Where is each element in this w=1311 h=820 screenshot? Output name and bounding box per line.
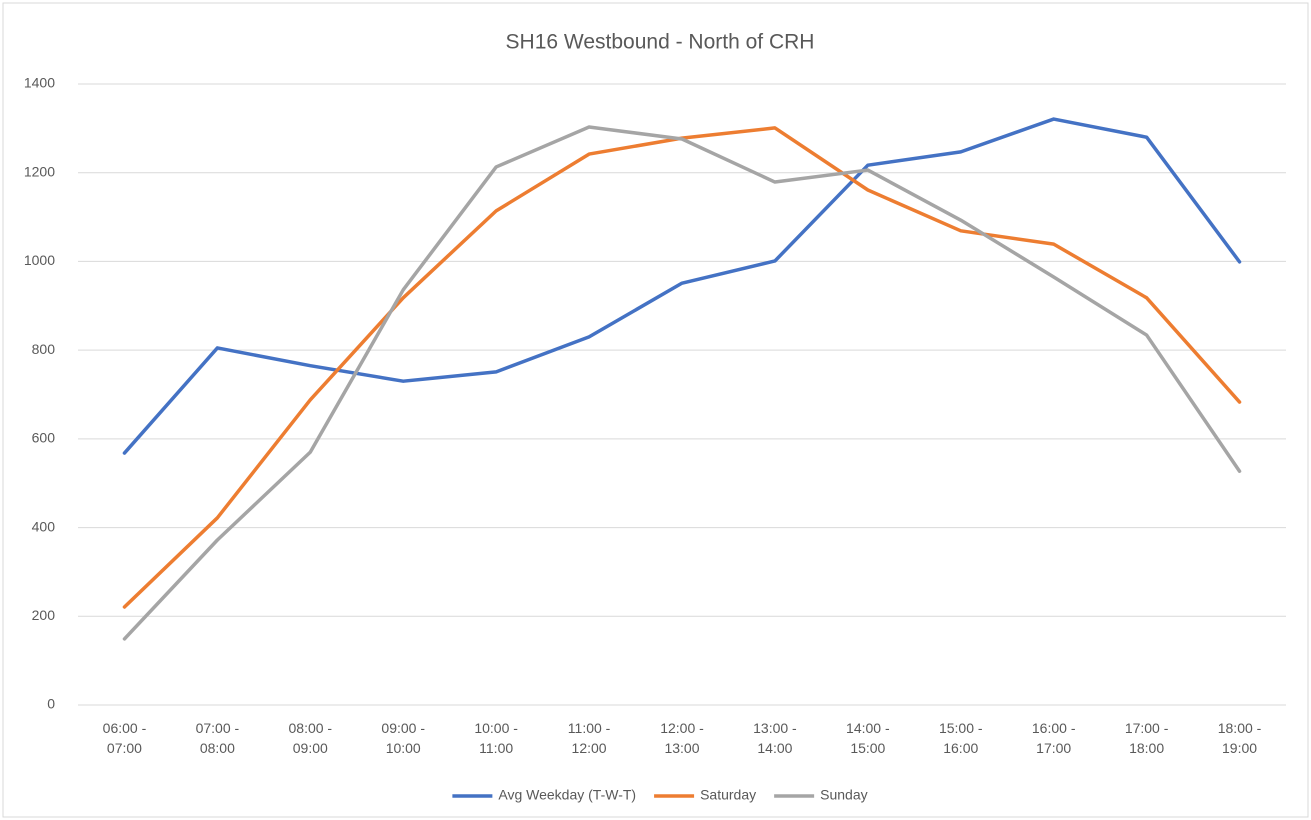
y-tick-label: 1400 (24, 75, 55, 91)
series-line (122, 125, 1242, 641)
legend-label: Avg Weekday (T-W-T) (498, 787, 636, 803)
x-tick-label: 11:00 - 12:00 (567, 720, 611, 756)
x-tick-label: 09:00 - 10:00 (381, 720, 426, 756)
y-tick-label: 400 (32, 518, 56, 534)
x-tick-label: 16:00 - 17:00 (1031, 720, 1076, 756)
y-tick-label: 600 (32, 430, 56, 446)
chart-title: SH16 Westbound - North of CRH (506, 31, 815, 54)
series-line (122, 117, 1242, 455)
x-tick-label: 15:00 - 16:00 (938, 720, 983, 756)
x-tick-label: 12:00 - 13:00 (660, 720, 704, 756)
x-tick-label: 18:00 - 19:00 (1217, 720, 1262, 756)
y-tick-label: 1200 (24, 163, 55, 179)
x-tick-label: 06:00 - 07:00 (102, 720, 147, 756)
x-tick-label: 08:00 - 09:00 (288, 720, 333, 756)
legend-label: Saturday (700, 787, 756, 803)
x-tick-label: 13:00 - 14:00 (753, 720, 797, 756)
x-tick-label: 14:00 - 15:00 (846, 720, 890, 756)
y-tick-label: 1000 (24, 252, 55, 268)
legend-label: Sunday (820, 787, 867, 803)
x-tick-label: 10:00 - 11:00 (474, 720, 518, 756)
x-tick-label: 07:00 - 08:00 (195, 720, 240, 756)
y-tick-label: 200 (32, 607, 56, 623)
y-tick-label: 800 (32, 341, 56, 357)
x-tick-label: 17:00 - 18:00 (1124, 720, 1169, 756)
y-tick-label: 0 (47, 696, 55, 712)
